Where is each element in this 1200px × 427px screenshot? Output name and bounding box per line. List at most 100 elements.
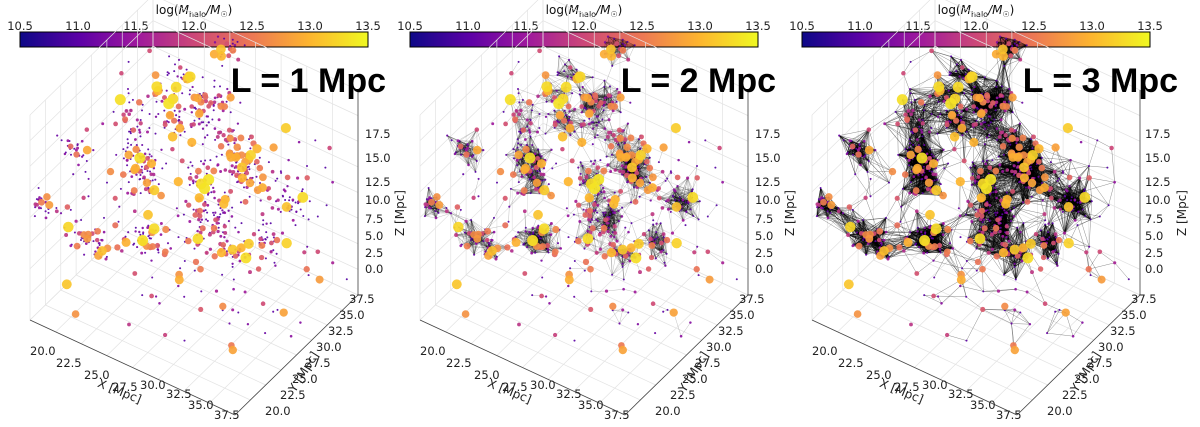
halo-point bbox=[231, 308, 235, 312]
halo-point bbox=[327, 145, 332, 151]
halo-point bbox=[157, 183, 160, 186]
halo-point bbox=[121, 237, 131, 247]
grid-line bbox=[573, 270, 697, 392]
halo-point bbox=[223, 211, 227, 215]
halo-point bbox=[219, 85, 221, 88]
filament-link bbox=[624, 45, 629, 60]
grid-line bbox=[496, 244, 703, 341]
halo-point bbox=[73, 147, 76, 150]
halo-point bbox=[302, 250, 307, 255]
halo-point bbox=[193, 93, 202, 103]
halo-point bbox=[156, 248, 159, 251]
colorbar-tick: 11.0 bbox=[455, 19, 481, 33]
z-tick: 12.5 bbox=[365, 175, 391, 189]
halo-point bbox=[177, 284, 180, 288]
grid-line bbox=[106, 244, 313, 341]
filament-link bbox=[679, 197, 682, 207]
colorbar-tick: 12.5 bbox=[239, 19, 265, 33]
colorbar-tick: 11.0 bbox=[65, 19, 91, 33]
halo-point bbox=[145, 130, 150, 134]
halo-point bbox=[194, 174, 199, 179]
halo-point bbox=[87, 195, 90, 198]
halo-point bbox=[276, 308, 279, 311]
halo-point bbox=[213, 96, 217, 100]
halo-point bbox=[220, 153, 223, 156]
filament-link bbox=[598, 106, 610, 120]
halo-point bbox=[157, 191, 165, 200]
halo-point bbox=[255, 175, 258, 178]
halo-point bbox=[280, 171, 283, 174]
filament-link bbox=[627, 41, 629, 60]
halo-point bbox=[258, 254, 265, 261]
halo-point bbox=[212, 100, 217, 105]
halo-point bbox=[147, 148, 150, 151]
grid-line bbox=[29, 0, 149, 116]
halo-point bbox=[106, 181, 108, 184]
halo-point bbox=[124, 150, 133, 160]
halo-point bbox=[222, 224, 227, 229]
halo-point bbox=[229, 111, 232, 114]
halo-point bbox=[203, 136, 207, 139]
halo-point bbox=[203, 98, 209, 104]
halo-point bbox=[301, 190, 303, 193]
halo-point bbox=[240, 252, 252, 264]
halo-point bbox=[126, 87, 130, 91]
halo-point bbox=[63, 152, 67, 156]
halo-point bbox=[174, 275, 184, 285]
halo-point bbox=[213, 79, 216, 82]
halo-point bbox=[152, 172, 156, 177]
filament-link bbox=[523, 244, 536, 254]
halo-point bbox=[37, 206, 41, 210]
halo-point bbox=[122, 148, 125, 151]
halo-point bbox=[212, 211, 215, 214]
halo-point bbox=[200, 160, 202, 163]
halo-point bbox=[173, 70, 176, 73]
halo-point bbox=[171, 117, 178, 124]
halo-point bbox=[269, 143, 278, 152]
filament-link bbox=[612, 59, 629, 67]
halo-point bbox=[131, 163, 140, 173]
halo-point bbox=[216, 229, 220, 234]
halo-point bbox=[146, 94, 150, 98]
halo-point bbox=[74, 219, 78, 223]
halo-point bbox=[38, 198, 45, 206]
halo-point bbox=[213, 85, 216, 88]
halo-point bbox=[182, 73, 185, 76]
halo-point bbox=[281, 238, 292, 249]
halo-point bbox=[237, 173, 247, 183]
halo-point bbox=[188, 183, 191, 186]
halo-point bbox=[200, 121, 203, 124]
halo-point bbox=[200, 290, 203, 293]
halo-point bbox=[226, 87, 229, 91]
filament-link bbox=[592, 119, 610, 129]
halo-point bbox=[148, 112, 151, 116]
halo-point bbox=[131, 98, 134, 101]
x-tick: 27.5 bbox=[112, 380, 138, 394]
filament-link bbox=[523, 244, 532, 254]
halo-point bbox=[141, 109, 143, 112]
halo-point bbox=[280, 123, 291, 134]
halo-point bbox=[221, 133, 226, 138]
halo-point bbox=[217, 102, 225, 110]
halo-point bbox=[135, 144, 138, 147]
halo-point bbox=[304, 175, 310, 181]
halo-point bbox=[325, 204, 328, 207]
halo-point bbox=[76, 146, 80, 150]
filament-link bbox=[544, 231, 556, 252]
halo-point bbox=[219, 199, 229, 209]
filament-link bbox=[611, 255, 626, 275]
halo-point bbox=[243, 290, 247, 294]
halo-point bbox=[102, 230, 106, 234]
halo-point bbox=[141, 103, 144, 106]
halo-point bbox=[245, 149, 256, 161]
halo-point bbox=[237, 134, 245, 142]
halo-point bbox=[297, 192, 309, 203]
halo-point bbox=[232, 253, 239, 259]
halo-point bbox=[216, 163, 220, 167]
z-tick: 7.5 bbox=[365, 212, 383, 226]
halo-point bbox=[126, 164, 129, 167]
y-tick: 25.0 bbox=[292, 372, 318, 386]
z-tick: 15.0 bbox=[365, 151, 391, 165]
halo-point bbox=[165, 89, 168, 92]
filament-link bbox=[597, 105, 604, 117]
